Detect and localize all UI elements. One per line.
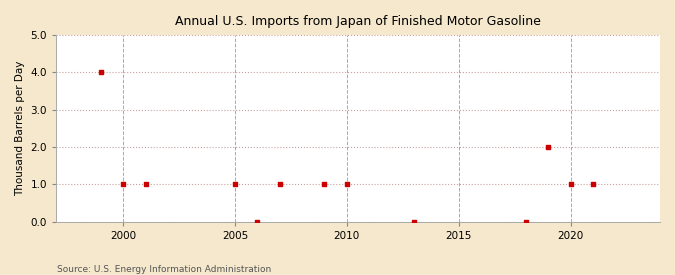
- Point: [230, 182, 240, 186]
- Point: [587, 182, 598, 186]
- Point: [95, 70, 106, 74]
- Point: [342, 182, 352, 186]
- Text: Source: U.S. Energy Information Administration: Source: U.S. Energy Information Administ…: [57, 265, 271, 274]
- Point: [117, 182, 128, 186]
- Point: [408, 219, 419, 224]
- Point: [319, 182, 330, 186]
- Point: [252, 219, 263, 224]
- Point: [274, 182, 285, 186]
- Point: [140, 182, 151, 186]
- Y-axis label: Thousand Barrels per Day: Thousand Barrels per Day: [15, 60, 25, 196]
- Title: Annual U.S. Imports from Japan of Finished Motor Gasoline: Annual U.S. Imports from Japan of Finish…: [175, 15, 541, 28]
- Point: [565, 182, 576, 186]
- Point: [543, 145, 554, 149]
- Point: [520, 219, 531, 224]
